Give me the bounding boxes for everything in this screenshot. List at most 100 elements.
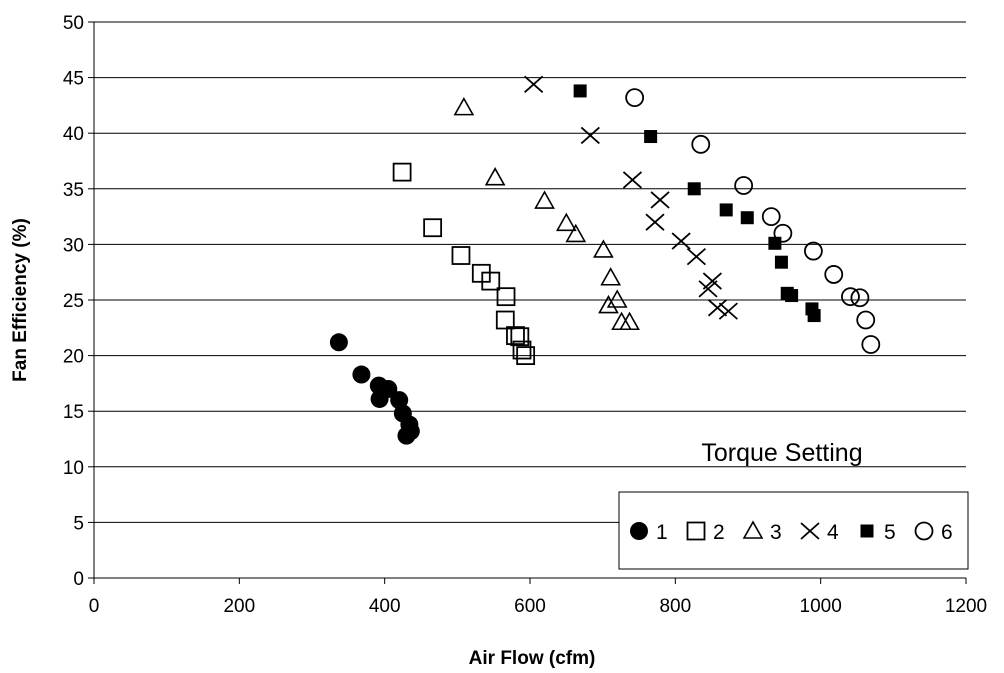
data-point: [804, 241, 823, 261]
marker-shape: [773, 223, 793, 243]
legend-marker-3: [742, 520, 764, 539]
marker-stroke: [718, 302, 738, 320]
marker-shape: [606, 289, 628, 308]
marker-shape: [687, 182, 701, 196]
y-tick-label: 20: [63, 347, 84, 368]
marker-shape: [761, 207, 781, 227]
marker-stroke: [707, 299, 728, 317]
marker-shape: [804, 241, 823, 261]
x-tick-label: 600: [514, 596, 546, 617]
marker-shape: [691, 134, 711, 154]
series-6: [625, 88, 881, 354]
marker-stroke: [645, 213, 665, 231]
marker-shape: [861, 335, 881, 354]
marker-shape: [451, 246, 471, 265]
marker-shape: [719, 203, 733, 217]
marker-shape: [496, 287, 516, 307]
legend-label-5: 5: [884, 521, 896, 544]
data-point: [686, 247, 707, 266]
marker-shape: [593, 239, 614, 258]
x-tick-label: 200: [223, 596, 255, 617]
data-point: [580, 126, 600, 145]
marker-shape: [807, 309, 821, 323]
data-point: [600, 267, 622, 286]
data-point: [850, 288, 870, 308]
data-point: [841, 287, 860, 307]
data-point: [645, 213, 665, 231]
marker-shape: [841, 287, 860, 307]
data-point: [593, 239, 614, 258]
marker-stroke: [800, 522, 820, 540]
series-4: [524, 75, 738, 320]
marker-shape: [600, 267, 622, 286]
marker-shape: [850, 288, 870, 308]
legend-marker-4: [800, 522, 820, 540]
data-point: [622, 171, 643, 189]
legend: 1 2 3 4 5 6: [618, 491, 969, 570]
series-3: [453, 96, 640, 331]
marker-stroke: [702, 272, 722, 290]
data-point: [496, 287, 516, 307]
marker-stroke: [671, 232, 691, 250]
marker-stroke: [524, 75, 544, 93]
data-point: [773, 223, 793, 243]
y-tick-label: 5: [73, 513, 84, 534]
data-point: [761, 207, 781, 227]
data-point: [734, 176, 754, 195]
legend-box: [618, 491, 969, 570]
data-point: [768, 236, 782, 250]
series-2: [392, 162, 536, 366]
data-point: [718, 302, 738, 320]
marker-shape: [740, 211, 754, 225]
data-point: [707, 299, 728, 317]
data-point: [484, 167, 506, 186]
marker-shape: [534, 190, 555, 209]
legend-marker-6: [914, 521, 934, 541]
marker-shape: [856, 310, 876, 330]
y-axis-title: Fan Efficiency (%): [10, 218, 31, 382]
marker-stroke: [650, 191, 670, 209]
y-tick-labels: 0 5 10 15 20 25 30 35 40 45 50: [63, 13, 84, 590]
data-point: [691, 134, 711, 154]
data-point: [573, 84, 587, 98]
data-point: [625, 88, 645, 108]
data-point: [555, 212, 577, 232]
marker-shape: [742, 520, 764, 539]
marker-shape: [686, 521, 706, 541]
marker-shape: [734, 176, 754, 195]
legend-marker-5: [860, 524, 874, 538]
data-point: [516, 346, 536, 366]
legend-label-2: 2: [713, 521, 725, 544]
marker-stroke: [580, 126, 600, 145]
data-point: [619, 311, 640, 331]
data-point: [510, 327, 530, 347]
data-points: [329, 75, 881, 445]
y-tick-label: 50: [63, 13, 84, 34]
data-point: [524, 75, 544, 93]
data-point: [379, 379, 398, 398]
y-tick-label: 45: [63, 69, 84, 90]
marker-shape: [630, 522, 648, 540]
data-point: [352, 365, 371, 384]
data-point: [506, 326, 525, 345]
marker-shape: [516, 346, 536, 366]
marker-shape: [914, 521, 934, 541]
marker-shape: [768, 236, 782, 250]
marker-shape: [860, 524, 874, 538]
y-tick-label: 0: [73, 569, 84, 590]
data-point: [644, 130, 658, 144]
y-tick-label: 40: [63, 124, 84, 145]
y-tick-label: 15: [63, 402, 84, 423]
marker-shape: [824, 265, 844, 284]
data-point: [719, 203, 733, 217]
axes: [88, 21, 967, 584]
marker-shape: [397, 426, 416, 445]
data-point: [598, 294, 619, 314]
marker-shape: [598, 294, 619, 314]
legend-marker-1: [630, 522, 648, 540]
marker-shape: [573, 84, 587, 98]
data-point: [702, 272, 722, 290]
marker-shape: [506, 326, 525, 345]
legend-items: 1 2 3 4 5 6: [630, 520, 953, 544]
marker-shape: [423, 218, 443, 238]
